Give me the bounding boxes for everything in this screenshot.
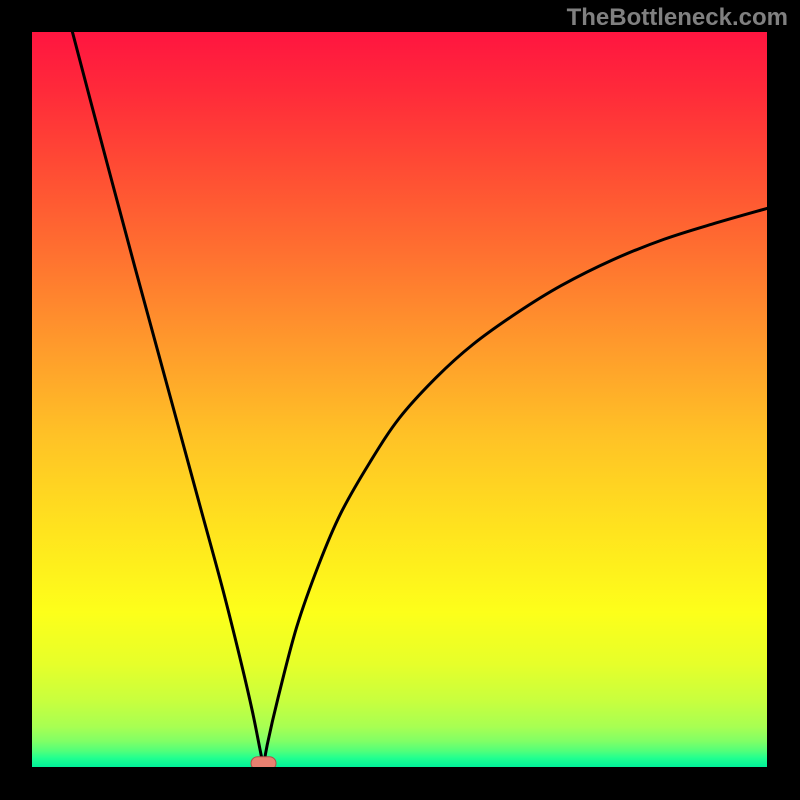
minimum-marker bbox=[251, 757, 276, 767]
watermark-text: TheBottleneck.com bbox=[567, 4, 788, 32]
gradient-background bbox=[32, 32, 767, 767]
plot-area bbox=[32, 32, 767, 767]
plot-svg bbox=[32, 32, 767, 767]
